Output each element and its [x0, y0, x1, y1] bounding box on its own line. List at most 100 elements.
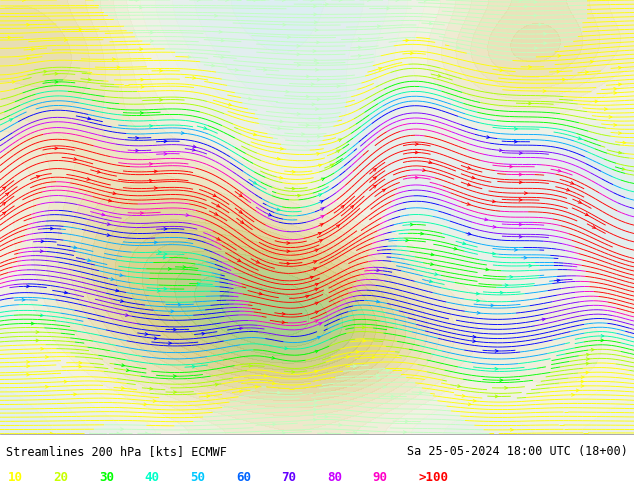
FancyArrowPatch shape	[287, 262, 290, 265]
FancyArrowPatch shape	[221, 39, 224, 42]
FancyArrowPatch shape	[101, 213, 105, 216]
FancyArrowPatch shape	[510, 165, 512, 168]
FancyArrowPatch shape	[126, 314, 129, 317]
FancyArrowPatch shape	[197, 0, 200, 1]
FancyArrowPatch shape	[493, 200, 495, 203]
FancyArrowPatch shape	[396, 0, 399, 1]
FancyArrowPatch shape	[150, 163, 152, 165]
FancyArrowPatch shape	[524, 5, 527, 8]
FancyArrowPatch shape	[79, 361, 82, 364]
FancyArrowPatch shape	[171, 310, 174, 313]
FancyArrowPatch shape	[6, 193, 9, 196]
FancyArrowPatch shape	[193, 76, 195, 79]
FancyArrowPatch shape	[391, 395, 394, 398]
FancyArrowPatch shape	[286, 90, 288, 93]
FancyArrowPatch shape	[477, 299, 479, 302]
FancyArrowPatch shape	[337, 225, 339, 228]
FancyArrowPatch shape	[378, 68, 382, 70]
FancyArrowPatch shape	[192, 366, 195, 368]
Text: >100: >100	[418, 471, 448, 484]
FancyArrowPatch shape	[97, 171, 100, 173]
FancyArrowPatch shape	[264, 374, 267, 377]
FancyArrowPatch shape	[468, 232, 471, 235]
FancyArrowPatch shape	[215, 383, 218, 386]
FancyArrowPatch shape	[153, 400, 156, 402]
FancyArrowPatch shape	[403, 431, 406, 434]
FancyArrowPatch shape	[377, 269, 380, 271]
FancyArrowPatch shape	[186, 214, 189, 217]
FancyArrowPatch shape	[429, 280, 432, 283]
FancyArrowPatch shape	[373, 169, 376, 171]
FancyArrowPatch shape	[311, 0, 314, 1]
FancyArrowPatch shape	[514, 127, 517, 130]
FancyArrowPatch shape	[164, 287, 167, 290]
FancyArrowPatch shape	[202, 332, 205, 335]
FancyArrowPatch shape	[377, 25, 380, 27]
FancyArrowPatch shape	[420, 391, 422, 394]
FancyArrowPatch shape	[306, 95, 309, 98]
FancyArrowPatch shape	[318, 323, 321, 325]
FancyArrowPatch shape	[321, 178, 325, 181]
FancyArrowPatch shape	[581, 385, 584, 388]
FancyArrowPatch shape	[164, 227, 167, 230]
FancyArrowPatch shape	[214, 213, 217, 215]
FancyArrowPatch shape	[259, 292, 262, 295]
FancyArrowPatch shape	[467, 203, 470, 205]
FancyArrowPatch shape	[121, 387, 124, 390]
FancyArrowPatch shape	[306, 295, 309, 298]
FancyArrowPatch shape	[226, 0, 228, 1]
FancyArrowPatch shape	[314, 13, 316, 16]
FancyArrowPatch shape	[117, 66, 120, 69]
FancyArrowPatch shape	[422, 169, 425, 171]
FancyArrowPatch shape	[339, 0, 342, 1]
FancyArrowPatch shape	[519, 173, 522, 176]
FancyArrowPatch shape	[317, 98, 320, 101]
FancyArrowPatch shape	[325, 416, 328, 418]
FancyArrowPatch shape	[557, 279, 560, 282]
FancyArrowPatch shape	[586, 371, 589, 374]
FancyArrowPatch shape	[283, 24, 286, 26]
FancyArrowPatch shape	[469, 403, 471, 406]
FancyArrowPatch shape	[377, 377, 380, 380]
FancyArrowPatch shape	[136, 0, 139, 1]
FancyArrowPatch shape	[256, 261, 259, 263]
FancyArrowPatch shape	[117, 432, 120, 435]
FancyArrowPatch shape	[387, 7, 389, 10]
FancyArrowPatch shape	[534, 14, 537, 17]
FancyArrowPatch shape	[239, 211, 242, 213]
FancyArrowPatch shape	[377, 300, 379, 303]
FancyArrowPatch shape	[586, 353, 590, 356]
FancyArrowPatch shape	[519, 198, 522, 201]
FancyArrowPatch shape	[287, 36, 290, 39]
FancyArrowPatch shape	[495, 368, 498, 370]
Text: 10: 10	[8, 471, 23, 484]
FancyArrowPatch shape	[120, 300, 124, 302]
FancyArrowPatch shape	[491, 304, 494, 307]
FancyArrowPatch shape	[317, 78, 320, 81]
FancyArrowPatch shape	[278, 391, 280, 394]
FancyArrowPatch shape	[558, 54, 560, 57]
FancyArrowPatch shape	[318, 135, 320, 138]
FancyArrowPatch shape	[50, 432, 53, 435]
FancyArrowPatch shape	[228, 103, 231, 106]
FancyArrowPatch shape	[297, 53, 300, 56]
FancyArrowPatch shape	[164, 152, 167, 155]
FancyArrowPatch shape	[529, 265, 532, 267]
FancyArrowPatch shape	[406, 39, 408, 42]
FancyArrowPatch shape	[473, 340, 476, 343]
FancyArrowPatch shape	[65, 39, 67, 41]
FancyArrowPatch shape	[254, 0, 257, 1]
FancyArrowPatch shape	[22, 298, 25, 301]
FancyArrowPatch shape	[313, 261, 316, 263]
FancyArrowPatch shape	[571, 393, 574, 396]
FancyArrowPatch shape	[79, 28, 82, 31]
FancyArrowPatch shape	[382, 189, 385, 192]
FancyArrowPatch shape	[145, 432, 148, 435]
FancyArrowPatch shape	[473, 399, 476, 402]
FancyArrowPatch shape	[278, 127, 281, 130]
FancyArrowPatch shape	[454, 247, 457, 250]
FancyArrowPatch shape	[120, 274, 123, 276]
FancyArrowPatch shape	[140, 212, 143, 215]
Text: 70: 70	[281, 471, 297, 484]
FancyArrowPatch shape	[330, 164, 333, 167]
